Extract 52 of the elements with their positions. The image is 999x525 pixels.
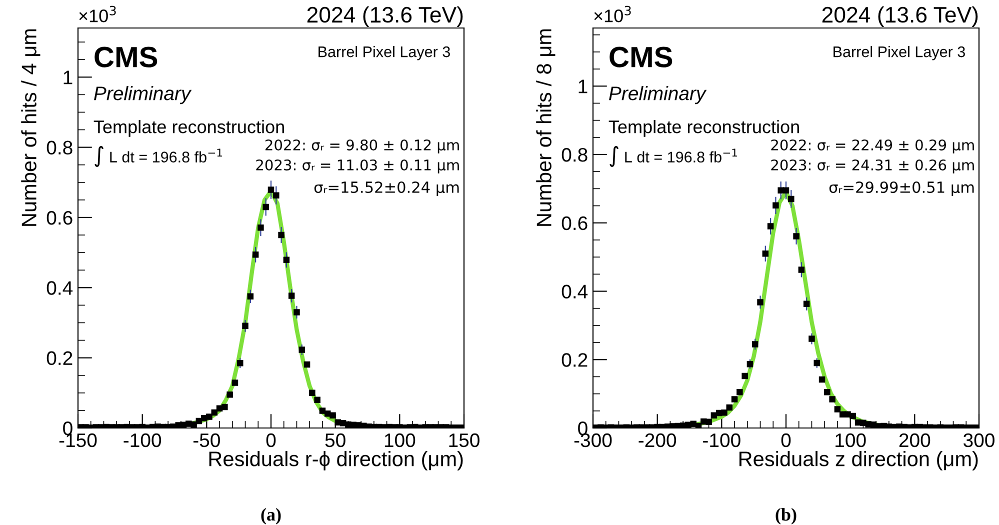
y-tick-label: 1: [64, 70, 72, 84]
annotation: 2023: σᵣ = 24.31 ± 0.26 μm: [771, 159, 974, 174]
x-tick-label: -200: [638, 433, 676, 448]
x-tick-label: 0: [266, 433, 276, 448]
annotation: σᵣ=15.52±0.24 μm: [314, 181, 459, 196]
x-tick-label: 100: [384, 433, 416, 448]
y-tick-label: 0.2: [562, 353, 588, 367]
chart-title: 2024 (13.6 TeV): [307, 6, 463, 28]
annotation: ∫ L dt = 196.8 fb$^{−1}$: [94, 146, 222, 167]
annotation: Template reconstruction: [94, 120, 284, 137]
annotation: CMS: [94, 46, 158, 68]
x-tick-label: -150: [59, 433, 97, 448]
annotation: CMS: [610, 46, 672, 68]
x-tick-label: 50: [325, 433, 346, 448]
y-tick-label: 0.4: [562, 284, 588, 298]
x-tick-label: 0: [781, 433, 791, 448]
chart-title: 2024 (13.6 TeV): [822, 6, 978, 28]
text: ×10$^{3}$: [594, 6, 631, 22]
annotation: 2022: σᵣ = 22.49 ± 0.29 μm: [771, 139, 974, 154]
x-tick-label: 200: [899, 433, 930, 448]
x-tick-label: -50: [193, 433, 220, 448]
annotation: Template reconstruction: [608, 120, 799, 137]
y-axis-title: Number of hits / 4 μm: [21, 29, 40, 226]
text: (b): [776, 508, 796, 524]
x-tick-label: -100: [703, 433, 740, 448]
annotation: Preliminary: [609, 86, 707, 104]
x-tick-label: 150: [449, 433, 480, 448]
y-tick-label: 0.4: [46, 281, 73, 295]
y-tick-label: 0.6: [562, 216, 588, 230]
annotation: ∫ L dt = 196.8 fb$^{−1}$: [610, 146, 737, 167]
y-axis-title: Number of hits / 8 μm: [536, 29, 556, 226]
y-tick-label: 0: [63, 421, 72, 436]
y-tick-label: 0.8: [46, 140, 72, 155]
annotation: Preliminary: [94, 86, 192, 104]
x-tick-label: 100: [836, 433, 866, 448]
x-axis-title: Residuals r-ϕ direction (μm): [209, 450, 463, 470]
annotation: σᵣ=29.99±0.51 μm: [829, 181, 974, 196]
annotation: Barrel Pixel Layer 3: [318, 46, 450, 60]
text: (a): [261, 508, 281, 524]
x-tick-label: -100: [124, 433, 162, 448]
annotation: 2022: σᵣ = 9.80 ± 0.12 μm: [265, 139, 459, 154]
y-tick-label: 0.8: [562, 148, 588, 162]
y-tick-label: 0.2: [46, 351, 72, 366]
y-tick-label: 0.6: [46, 210, 72, 225]
x-axis-title: Residuals z direction (μm): [739, 450, 978, 470]
y-tick-label: 1: [578, 80, 588, 94]
x-tick-label: -300: [574, 433, 612, 448]
y-tick-label: 0: [578, 421, 588, 436]
annotation: Barrel Pixel Layer 3: [834, 46, 965, 60]
annotation: 2023: σᵣ = 11.03 ± 0.11 μm: [256, 159, 459, 174]
x-tick-label: 300: [964, 433, 994, 448]
text: ×10$^{3}$: [79, 6, 116, 22]
